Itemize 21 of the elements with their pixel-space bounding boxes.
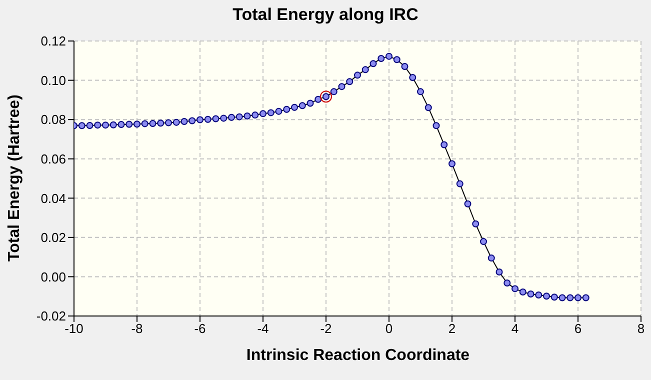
y-axis-title: Total Energy (Hartree) [6,94,24,264]
y-tick-label: 0.06 [40,151,66,166]
x-tick-label: 8 [637,321,645,336]
y-tick-label: 0.04 [40,190,66,206]
x-tick-label: 0 [385,321,393,336]
y-tick-label: 0.00 [40,269,66,284]
y-tick-label: 0.12 [40,34,66,49]
chart-title: Total Energy along IRC [232,5,420,25]
x-tick-label: 4 [511,321,519,336]
x-tick-label: 6 [574,321,582,336]
y-tick-label: 0.08 [40,112,66,128]
x-tick-label: -2 [320,321,332,336]
x-tick-label: -6 [194,321,206,336]
x-tick-label: 2 [448,321,456,336]
x-tick-label: -4 [257,321,269,336]
x-tick-label: -8 [131,321,143,336]
x-tick-label: -10 [64,321,84,336]
x-axis-title: Intrinsic Reaction Coordinate [245,347,471,365]
y-tick-label: 0.02 [40,230,66,246]
y-tick-label: -0.02 [36,308,66,324]
y-tick-label: 0.10 [40,72,66,88]
